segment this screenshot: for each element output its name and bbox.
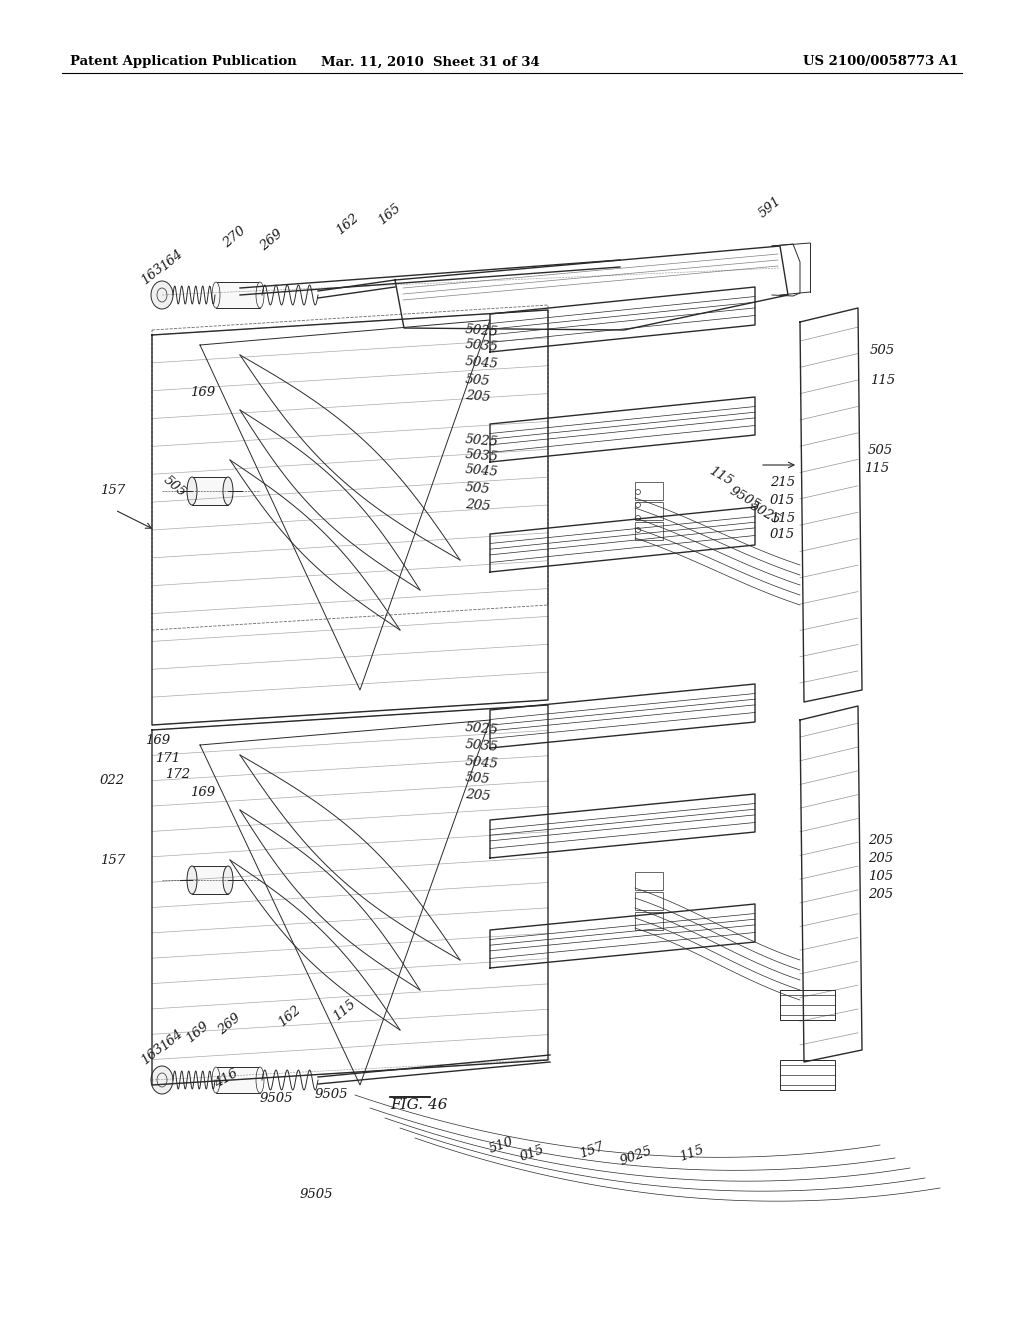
Text: 416: 416 — [212, 1067, 240, 1090]
Ellipse shape — [151, 281, 173, 309]
Text: 164: 164 — [158, 247, 185, 273]
Text: 270: 270 — [221, 224, 249, 249]
Text: 171: 171 — [155, 751, 180, 764]
Text: 505: 505 — [465, 374, 490, 388]
Bar — [635, 892, 663, 909]
Bar — [635, 521, 663, 540]
Text: 115: 115 — [864, 462, 889, 474]
Text: 505: 505 — [868, 444, 893, 457]
Text: 5045: 5045 — [465, 355, 499, 371]
Bar — [780, 990, 835, 1020]
Text: 157: 157 — [100, 483, 125, 496]
Text: 115: 115 — [707, 465, 735, 488]
Bar — [635, 482, 663, 500]
Ellipse shape — [636, 516, 640, 520]
Text: 205: 205 — [465, 499, 490, 513]
Ellipse shape — [636, 490, 640, 495]
Bar — [193, 866, 228, 894]
Bar — [635, 912, 663, 931]
Text: 169: 169 — [184, 1019, 211, 1045]
Bar — [780, 1060, 835, 1090]
Text: 105: 105 — [868, 870, 893, 883]
Bar — [193, 477, 228, 506]
Text: 215: 215 — [770, 475, 795, 488]
Text: 5045: 5045 — [465, 463, 499, 479]
Bar — [216, 1067, 260, 1093]
Ellipse shape — [256, 1067, 264, 1093]
Text: 169: 169 — [145, 734, 170, 747]
Ellipse shape — [636, 528, 640, 532]
Ellipse shape — [223, 866, 233, 894]
Text: 9505: 9505 — [315, 1089, 348, 1101]
Text: 205: 205 — [868, 851, 893, 865]
Ellipse shape — [223, 477, 233, 506]
Text: 165: 165 — [376, 201, 403, 227]
Bar — [216, 282, 260, 308]
Ellipse shape — [256, 282, 264, 308]
Ellipse shape — [157, 288, 167, 302]
Text: 115: 115 — [870, 374, 895, 387]
Text: 164: 164 — [158, 1027, 185, 1053]
Text: 505: 505 — [465, 771, 490, 787]
Bar — [635, 502, 663, 520]
Text: FIG. 46: FIG. 46 — [390, 1098, 447, 1111]
Ellipse shape — [187, 477, 197, 506]
Text: 205: 205 — [465, 788, 490, 804]
Text: 163: 163 — [139, 261, 167, 286]
Ellipse shape — [636, 503, 640, 507]
Text: 205: 205 — [868, 833, 893, 846]
Ellipse shape — [212, 1067, 220, 1093]
Text: 9505: 9505 — [260, 1092, 294, 1105]
Text: 591: 591 — [756, 194, 783, 220]
Text: 5025: 5025 — [465, 722, 499, 738]
Text: 269: 269 — [258, 227, 286, 253]
Ellipse shape — [157, 1073, 167, 1086]
Text: 9025: 9025 — [617, 1144, 653, 1168]
Text: 510: 510 — [487, 1135, 516, 1156]
Text: 505: 505 — [161, 473, 188, 499]
Ellipse shape — [187, 866, 197, 894]
Text: 115: 115 — [331, 997, 358, 1023]
Text: 5045: 5045 — [465, 755, 499, 771]
Text: 163: 163 — [139, 1041, 167, 1067]
Text: 5035: 5035 — [465, 449, 499, 465]
Text: US 2100/0058773 A1: US 2100/0058773 A1 — [803, 55, 958, 69]
Text: 022: 022 — [100, 774, 125, 787]
Text: 505: 505 — [465, 482, 490, 496]
Text: 162: 162 — [275, 1003, 303, 1030]
Text: 5035: 5035 — [465, 338, 499, 354]
Text: 169: 169 — [190, 385, 215, 399]
Text: Mar. 11, 2010  Sheet 31 of 34: Mar. 11, 2010 Sheet 31 of 34 — [321, 55, 540, 69]
Text: 015: 015 — [770, 528, 795, 541]
Text: 157: 157 — [100, 854, 125, 866]
Text: 015: 015 — [770, 494, 795, 507]
Ellipse shape — [151, 1067, 173, 1094]
Text: 169: 169 — [190, 785, 215, 799]
Text: 5025: 5025 — [465, 433, 499, 449]
Text: Patent Application Publication: Patent Application Publication — [70, 55, 297, 69]
Text: 172: 172 — [165, 768, 190, 781]
Text: 5025: 5025 — [746, 499, 782, 528]
Ellipse shape — [212, 282, 220, 308]
Text: 162: 162 — [334, 211, 361, 238]
Text: 115: 115 — [770, 511, 795, 524]
Text: 9505: 9505 — [727, 484, 762, 512]
Text: 205: 205 — [868, 887, 893, 900]
Text: 115: 115 — [678, 1143, 706, 1164]
Bar — [635, 873, 663, 890]
Text: 205: 205 — [465, 389, 490, 405]
Text: 269: 269 — [216, 1011, 244, 1038]
Text: 9505: 9505 — [300, 1188, 334, 1201]
Text: 5035: 5035 — [465, 738, 499, 755]
Text: 157: 157 — [578, 1140, 606, 1162]
Text: 015: 015 — [518, 1143, 546, 1164]
Text: 5025: 5025 — [465, 323, 499, 339]
Text: 505: 505 — [870, 343, 895, 356]
